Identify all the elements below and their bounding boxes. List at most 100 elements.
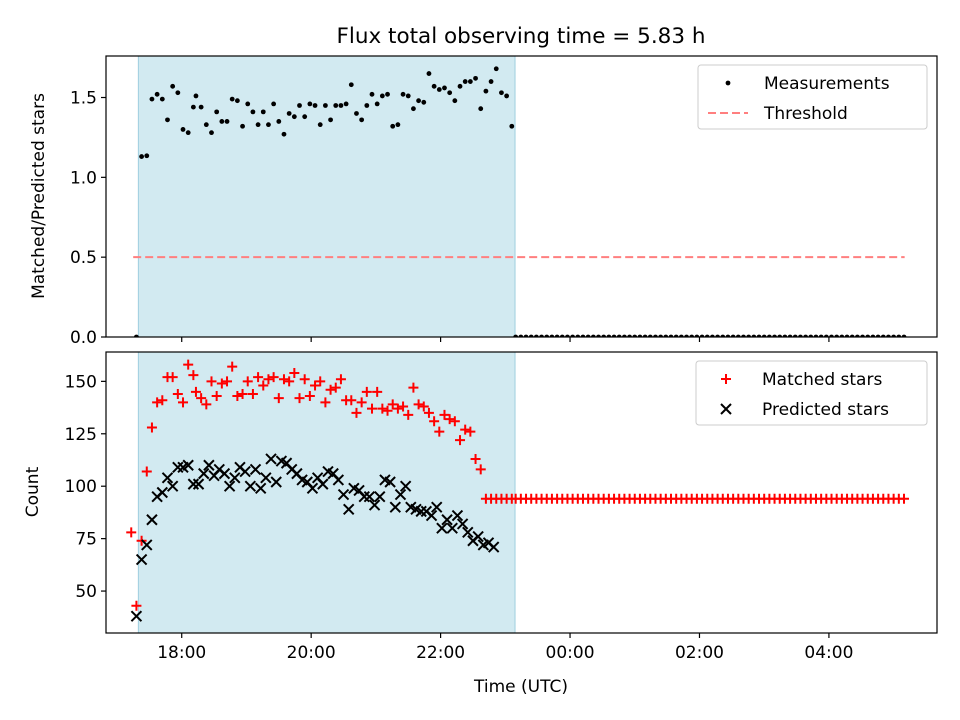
- measurement-point: [405, 93, 411, 99]
- predicted-star-point: [166, 480, 179, 492]
- measurement-point: [426, 71, 432, 76]
- predicted-star-point: [254, 482, 267, 495]
- x-tick-label: 22:00: [416, 643, 465, 663]
- measurement-point: [260, 109, 266, 115]
- matched-star-point: [372, 386, 383, 397]
- matched-star-point: [222, 376, 233, 387]
- predicted-star-point: [182, 459, 194, 471]
- predicted-star-point: [384, 476, 396, 488]
- matched-star-point: [253, 372, 264, 383]
- matched-star-point: [152, 397, 163, 408]
- measurement-point: [209, 130, 214, 136]
- measurement-point: [421, 99, 427, 105]
- predicted-star-point: [456, 518, 469, 530]
- measurement-point: [457, 83, 463, 89]
- matched-star-point: [299, 374, 310, 385]
- legend-marker: [721, 374, 731, 384]
- matched-star-point: [304, 391, 315, 402]
- predicted-star-point: [332, 474, 345, 486]
- matched-star-point: [268, 372, 279, 383]
- predicted-star-point: [270, 476, 282, 488]
- measurement-point: [436, 87, 442, 92]
- predicted-star-point: [415, 505, 427, 518]
- predicted-star-point: [172, 461, 184, 474]
- measurement-point: [467, 79, 473, 84]
- observing-window-span: [137, 351, 516, 634]
- matched-star-point: [190, 386, 201, 397]
- y-tick-label: 50: [75, 582, 97, 602]
- matched-star-point: [434, 426, 445, 437]
- matched-star-point: [413, 399, 424, 410]
- matched-star-point: [157, 395, 168, 406]
- measurement-point: [159, 96, 165, 102]
- predicted-star-point: [130, 610, 143, 622]
- measurement-point: [343, 101, 349, 107]
- bottom-panel: 18:00 20:00 22:00 00:00 02:00 04:00 50 75 100 125…: [65, 351, 938, 663]
- matched-star-point: [429, 416, 440, 427]
- top-panel: 0.0 0.5 1.0 1.5 Measurements Threshold: [70, 55, 938, 348]
- matched-star-point: [242, 376, 253, 387]
- measurement-point: [175, 90, 181, 96]
- matched-star-point: [377, 403, 388, 414]
- measurement-point: [504, 93, 510, 99]
- matched-star-point: [387, 399, 398, 410]
- measurement-point: [322, 103, 328, 108]
- predicted-star-point: [306, 482, 319, 495]
- measurement-point: [180, 127, 186, 132]
- y-axis-label-bottom: Count: [23, 466, 43, 517]
- measurement-point: [416, 98, 421, 104]
- predicted-star-point: [487, 541, 500, 553]
- predicted-star-point: [441, 514, 453, 526]
- matched-star-point: [237, 388, 248, 399]
- x-tick-label: 00:00: [546, 643, 595, 663]
- legend-label: Measurements: [764, 74, 890, 94]
- matched-star-point: [131, 600, 142, 611]
- measurement-point: [229, 96, 235, 102]
- predicted-star-point: [446, 522, 458, 534]
- predicted-star-point: [223, 480, 236, 492]
- predicted-star-point: [244, 480, 257, 492]
- measurement-point: [442, 85, 447, 91]
- measurement-point: [149, 96, 155, 102]
- matched-star-point: [408, 382, 419, 393]
- predicted-star-point: [342, 503, 355, 515]
- observing-window-span: [137, 55, 516, 338]
- measurement-point: [493, 66, 499, 72]
- measurement-point: [266, 122, 271, 128]
- legend-label: Predicted stars: [762, 400, 889, 420]
- matched-star-point: [351, 407, 362, 418]
- predicted-star-point: [260, 472, 272, 484]
- axes-frame: [105, 55, 938, 338]
- measurement-point: [509, 123, 515, 129]
- matched-star-point: [273, 393, 284, 404]
- x-tick-label: 04:00: [804, 643, 853, 663]
- matched-star-point: [206, 376, 217, 387]
- x-tick-label: 18:00: [157, 643, 206, 663]
- measurement-point: [338, 103, 344, 108]
- measurement-point: [203, 122, 209, 128]
- predicted-star-point: [198, 467, 210, 480]
- matched-star-point: [398, 401, 409, 412]
- measurement-point: [255, 122, 261, 128]
- predicted-star-point: [389, 501, 402, 513]
- predicted-star-point: [363, 490, 376, 503]
- measurement-point: [297, 103, 302, 108]
- measurement-point: [369, 91, 375, 97]
- measurement-point: [198, 104, 204, 110]
- measurement-point: [286, 111, 292, 116]
- measurement-point: [333, 103, 339, 108]
- measurement-point: [144, 153, 150, 159]
- measurement-point: [214, 109, 220, 115]
- y-tick-label: 0.0: [70, 328, 97, 348]
- predicted-star-point: [431, 501, 443, 513]
- matched-star-point: [263, 374, 274, 385]
- matched-star-point: [465, 426, 476, 437]
- matched-star-point: [289, 367, 300, 378]
- matched-star-point: [330, 382, 341, 393]
- measurement-point: [400, 91, 406, 97]
- predicted-star-point: [229, 472, 241, 484]
- predicted-star-point: [472, 530, 484, 543]
- measurement-point: [499, 90, 504, 96]
- predicted-star-point: [249, 463, 262, 476]
- predicted-star-point: [218, 467, 231, 480]
